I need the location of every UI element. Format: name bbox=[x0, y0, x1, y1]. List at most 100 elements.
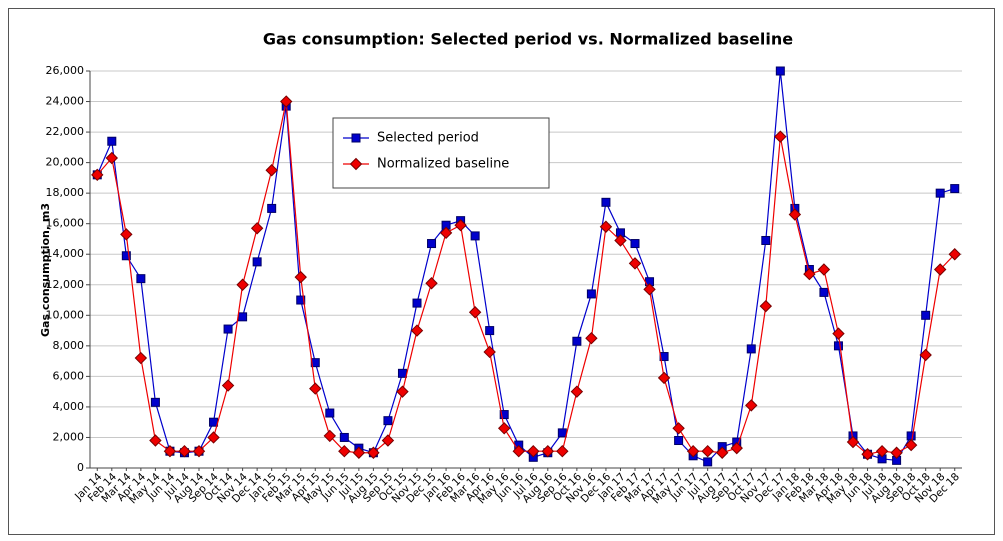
data-point bbox=[352, 446, 366, 459]
data-point bbox=[149, 434, 162, 447]
y-tick-label: 20,000 bbox=[46, 156, 85, 169]
data-point bbox=[788, 208, 802, 221]
y-tick-label: 12,000 bbox=[46, 278, 85, 291]
data-point bbox=[238, 312, 248, 322]
data-point bbox=[846, 435, 860, 449]
data-point bbox=[875, 444, 889, 458]
data-point bbox=[674, 436, 684, 446]
data-point bbox=[367, 446, 380, 459]
data-point bbox=[586, 289, 596, 299]
data-point bbox=[950, 184, 960, 194]
y-tick-label: 26,000 bbox=[46, 64, 85, 77]
y-tick-label: 14,000 bbox=[46, 247, 85, 260]
legend-label: Selected period bbox=[377, 131, 479, 146]
data-point bbox=[570, 385, 584, 398]
data-point bbox=[483, 345, 496, 359]
data-point bbox=[761, 235, 771, 245]
data-point bbox=[775, 66, 785, 76]
data-point bbox=[701, 444, 714, 458]
data-point bbox=[630, 239, 640, 249]
data-point bbox=[832, 327, 845, 340]
chart-frame bbox=[8, 8, 995, 535]
data-point bbox=[703, 457, 713, 467]
data-point bbox=[250, 222, 264, 235]
data-point bbox=[412, 298, 422, 308]
y-tick-label: 16,000 bbox=[46, 217, 85, 230]
data-point bbox=[468, 306, 482, 319]
data-point bbox=[120, 228, 133, 241]
data-point bbox=[541, 444, 555, 458]
data-point bbox=[105, 151, 119, 165]
data-point bbox=[425, 277, 438, 290]
data-point bbox=[163, 444, 177, 458]
data-point bbox=[628, 257, 642, 270]
y-tick-label: 24,000 bbox=[46, 95, 85, 108]
data-point bbox=[338, 444, 351, 458]
data-point bbox=[396, 385, 409, 398]
data-point bbox=[296, 295, 306, 305]
data-point bbox=[672, 422, 685, 435]
data-point bbox=[921, 310, 931, 320]
data-point bbox=[223, 324, 233, 334]
data-point bbox=[427, 239, 437, 249]
data-point bbox=[134, 351, 148, 365]
data-point bbox=[381, 434, 395, 447]
data-point bbox=[614, 234, 627, 247]
y-tick-label: 8,000 bbox=[53, 339, 85, 352]
data-point bbox=[236, 278, 249, 291]
data-point bbox=[397, 368, 407, 378]
data-point bbox=[121, 251, 131, 261]
data-point bbox=[252, 257, 262, 267]
legend-marker bbox=[351, 133, 361, 143]
data-point bbox=[207, 431, 220, 444]
data-point bbox=[439, 226, 453, 240]
data-point bbox=[265, 164, 278, 177]
data-point bbox=[150, 397, 160, 407]
data-point bbox=[904, 438, 918, 452]
chart-title: Gas consumption: Selected period vs. Nor… bbox=[263, 30, 793, 49]
data-point bbox=[485, 326, 495, 336]
y-tick-label: 2,000 bbox=[53, 430, 85, 443]
data-point bbox=[601, 197, 611, 207]
data-point bbox=[497, 422, 511, 435]
data-point bbox=[686, 444, 700, 458]
y-tick-label: 4,000 bbox=[53, 400, 85, 413]
data-point bbox=[209, 417, 219, 427]
y-tick-label: 0 bbox=[77, 461, 84, 474]
data-point bbox=[643, 283, 656, 296]
data-point bbox=[136, 274, 146, 284]
data-point bbox=[107, 136, 117, 146]
data-point bbox=[192, 444, 206, 458]
data-point bbox=[325, 408, 335, 418]
data-point bbox=[715, 446, 729, 459]
data-point bbox=[819, 287, 829, 297]
y-tick-label: 6,000 bbox=[53, 369, 85, 382]
data-point bbox=[310, 358, 320, 368]
y-tick-label: 10,000 bbox=[46, 308, 85, 321]
data-point bbox=[890, 446, 903, 459]
data-point bbox=[499, 410, 509, 420]
y-tick-label: 18,000 bbox=[46, 186, 85, 199]
data-point bbox=[323, 429, 337, 443]
data-point bbox=[948, 248, 961, 261]
legend-box bbox=[332, 117, 550, 189]
y-axis-label: Gas consumption, m3 bbox=[39, 203, 52, 337]
data-point bbox=[410, 324, 424, 337]
data-point bbox=[585, 332, 598, 345]
y-tick-label: 22,000 bbox=[46, 125, 85, 138]
legend-marker bbox=[349, 157, 363, 171]
data-point bbox=[730, 441, 743, 455]
data-point bbox=[657, 371, 671, 385]
data-point bbox=[861, 448, 874, 461]
data-point bbox=[383, 416, 393, 426]
data-point bbox=[599, 220, 613, 233]
data-point bbox=[221, 379, 235, 392]
data-point bbox=[556, 444, 569, 458]
data-point bbox=[309, 382, 322, 395]
data-point bbox=[572, 336, 582, 346]
data-point bbox=[339, 432, 349, 442]
data-point bbox=[935, 188, 945, 198]
data-point bbox=[817, 263, 831, 276]
data-point bbox=[833, 341, 843, 351]
